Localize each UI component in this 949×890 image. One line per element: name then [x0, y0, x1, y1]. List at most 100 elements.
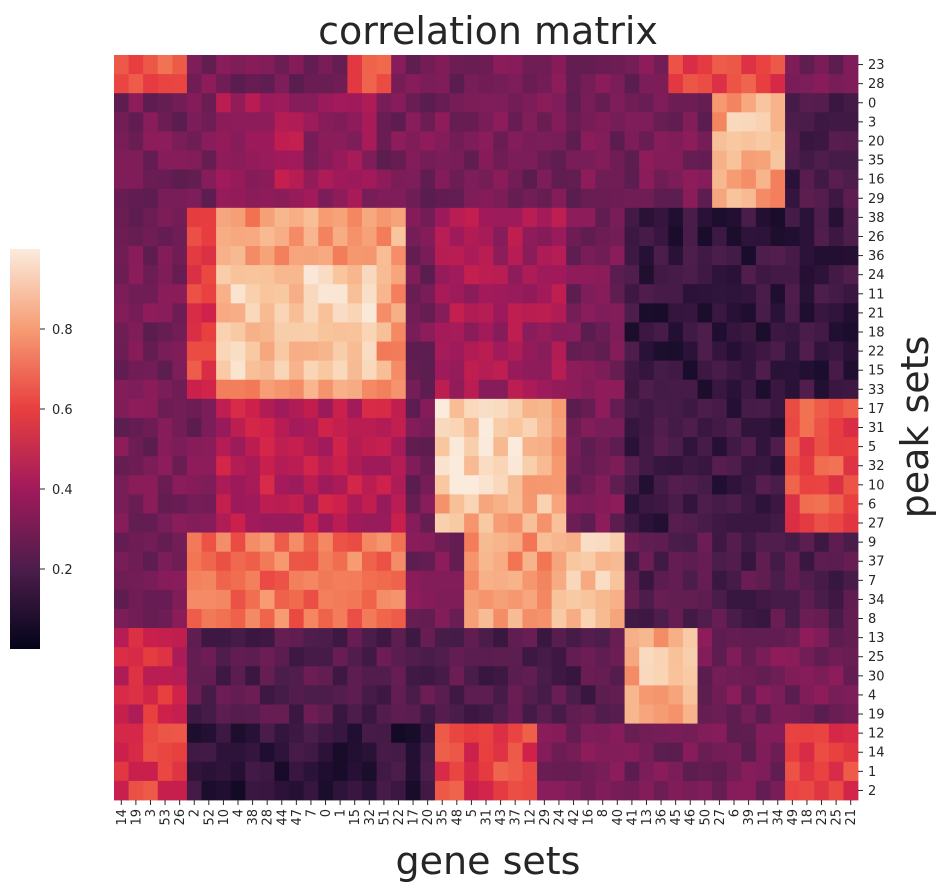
- heatmap-cell: [595, 685, 611, 705]
- heatmap-cell: [755, 513, 771, 533]
- heatmap-cell: [391, 93, 407, 113]
- heatmap-cell: [157, 589, 173, 610]
- heatmap-cell: [770, 685, 786, 705]
- heatmap-cell: [799, 647, 815, 667]
- heatmap-cell: [653, 456, 669, 476]
- heatmap-cell: [697, 417, 713, 438]
- heatmap-cell: [391, 456, 407, 476]
- heatmap-cell: [741, 188, 757, 209]
- heatmap-cell: [639, 551, 655, 572]
- heatmap-cell: [624, 74, 640, 94]
- heatmap-cell: [289, 207, 305, 228]
- heatmap-cell: [580, 494, 596, 514]
- heatmap-cell: [172, 93, 188, 113]
- heatmap-cell: [639, 131, 655, 151]
- heatmap-cell: [216, 608, 232, 629]
- heatmap-cell: [712, 246, 728, 266]
- heatmap-cell: [464, 513, 480, 533]
- heatmap-cell: [216, 742, 232, 763]
- heatmap-cell: [157, 666, 173, 686]
- heatmap-cell: [610, 226, 625, 247]
- heatmap-cell: [289, 246, 305, 266]
- heatmap-cell: [128, 379, 144, 400]
- heatmap-cell: [507, 303, 523, 323]
- heatmap-cell: [347, 169, 363, 190]
- heatmap-cell: [216, 379, 232, 400]
- heatmap-cell: [668, 131, 684, 151]
- heatmap-cell: [726, 265, 742, 285]
- heatmap-cell: [332, 341, 348, 362]
- heatmap-cell: [464, 647, 480, 667]
- heatmap-cell: [522, 74, 538, 94]
- heatmap-cell: [420, 437, 436, 457]
- heatmap-cell: [741, 532, 757, 553]
- heatmap-cell: [843, 246, 859, 266]
- heatmap-cell: [186, 475, 202, 495]
- heatmap-cell: [201, 379, 217, 400]
- heatmap-cell: [289, 475, 305, 495]
- heatmap-cell: [493, 742, 509, 763]
- heatmap-cell: [697, 207, 713, 228]
- heatmap-cell: [172, 647, 188, 667]
- heatmap-cell: [507, 742, 523, 763]
- heatmap-cell: [537, 55, 553, 75]
- heatmap-cell: [522, 704, 538, 724]
- heatmap-cell: [347, 265, 363, 285]
- heatmap-cell: [318, 360, 334, 381]
- heatmap-cell: [289, 93, 305, 113]
- heatmap-cell: [610, 780, 625, 801]
- heatmap-cell: [799, 456, 815, 476]
- heatmap-cell: [347, 437, 363, 457]
- heatmap-cell: [697, 93, 713, 113]
- y-tick-label: 6: [868, 497, 876, 512]
- heatmap-cell: [376, 456, 392, 476]
- heatmap-cell: [668, 742, 684, 763]
- heatmap-cell: [828, 265, 844, 285]
- heatmap-cell: [755, 207, 771, 228]
- heatmap-cell: [843, 723, 859, 744]
- heatmap-cell: [157, 628, 173, 648]
- heatmap-cell: [420, 360, 436, 381]
- heatmap-cell: [114, 188, 129, 209]
- heatmap-cell: [493, 226, 509, 247]
- heatmap-cell: [201, 551, 217, 572]
- heatmap-cell: [551, 551, 567, 572]
- heatmap-cell: [216, 284, 232, 304]
- heatmap-cell: [362, 666, 377, 686]
- heatmap-cell: [624, 456, 640, 476]
- heatmap-cell: [464, 246, 480, 266]
- heatmap-cell: [682, 169, 698, 190]
- heatmap-cell: [216, 437, 232, 457]
- heatmap-cell: [814, 647, 830, 667]
- heatmap-cell: [566, 513, 582, 533]
- heatmap-cell: [405, 704, 421, 724]
- heatmap-cell: [464, 742, 480, 763]
- heatmap-cell: [493, 379, 509, 400]
- heatmap-cell: [376, 150, 392, 171]
- heatmap-cell: [522, 589, 538, 610]
- heatmap-cell: [712, 437, 728, 457]
- heatmap-cell: [493, 131, 509, 151]
- heatmap-cell: [668, 93, 684, 113]
- y-tick-label: 27: [868, 517, 885, 532]
- heatmap-cell: [186, 589, 202, 610]
- heatmap-cell: [376, 188, 392, 209]
- heatmap-cell: [216, 246, 232, 266]
- heatmap-cell: [259, 570, 275, 591]
- heatmap-cell: [755, 322, 771, 342]
- heatmap-cell: [347, 685, 363, 705]
- heatmap-cell: [391, 265, 407, 285]
- heatmap-cell: [318, 341, 334, 362]
- heatmap-cell: [814, 761, 830, 782]
- heatmap-cell: [405, 761, 421, 782]
- heatmap-cell: [726, 417, 742, 438]
- heatmap-cell: [580, 265, 596, 285]
- heatmap-cell: [537, 226, 553, 247]
- heatmap-cell: [216, 207, 232, 228]
- heatmap-cell: [814, 93, 830, 113]
- heatmap-cell: [114, 456, 129, 476]
- heatmap-cell: [172, 188, 188, 209]
- heatmap-cell: [230, 475, 246, 495]
- heatmap-cell: [653, 188, 669, 209]
- heatmap-cell: [186, 513, 202, 533]
